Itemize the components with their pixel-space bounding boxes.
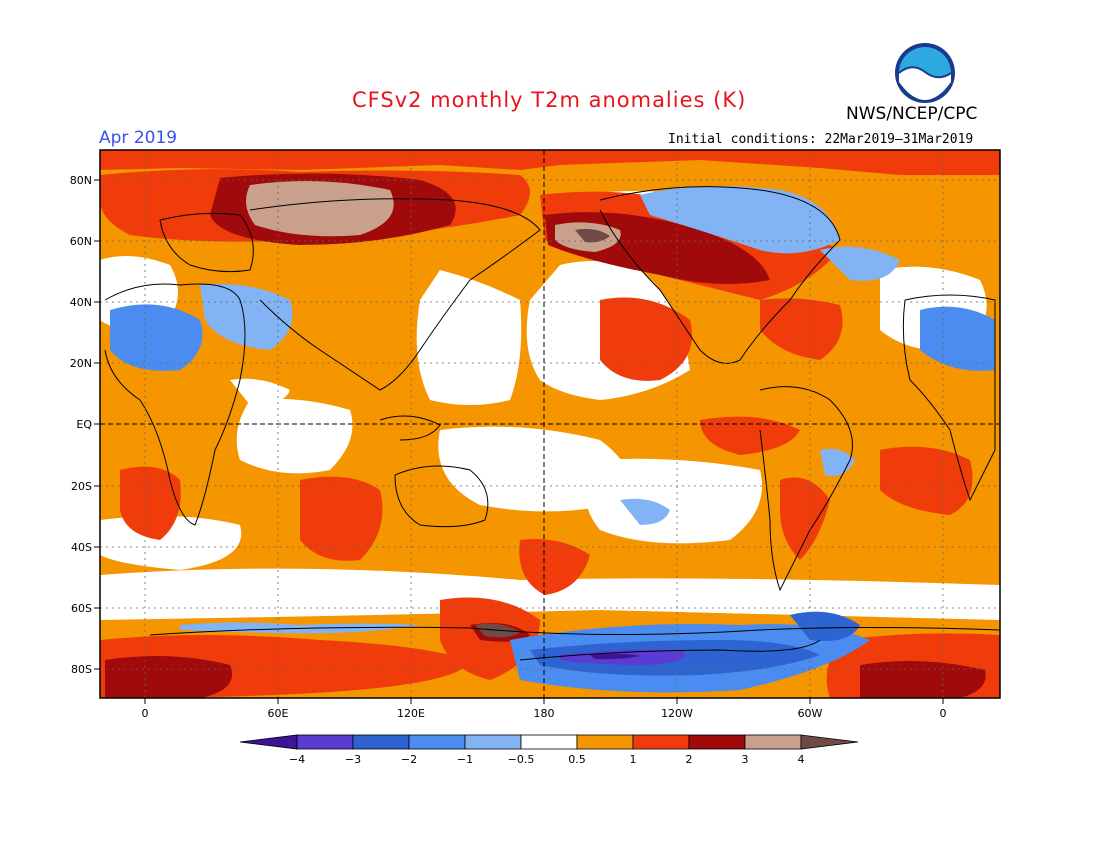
colorbar-label: 4 [798,753,805,766]
colorbar-cell [520,734,578,750]
colorbar-cell [352,734,410,750]
colorbar-cell [408,734,466,750]
lat-label: 60N [70,235,92,248]
lat-label: 20N [70,357,92,370]
colorbar-cell [464,734,522,750]
colorbar [239,734,859,750]
lon-label: 60W [798,707,823,720]
lat-label: 60S [71,602,92,615]
lat-label: 40S [71,541,92,554]
lon-label: 60E [268,707,289,720]
month-label: Apr 2019 [99,128,178,148]
colorbar-label: −0.5 [508,753,535,766]
lon-label: 120E [397,707,425,720]
colorbar-cell [744,734,802,750]
colorbar-label: 2 [686,753,693,766]
longitude-labels: 0 60E 120E 180 120W 60W 0 [142,707,947,720]
lat-label: 20S [71,480,92,493]
colorbar-label: −4 [289,753,305,766]
latitude-labels: 80N 60N 40N 20N EQ 20S 40S 60S 80S [70,174,93,676]
lat-label: EQ [76,418,92,431]
lat-label: 80S [71,663,92,676]
colorbar-cell [576,734,634,750]
lon-label: 180 [534,707,555,720]
lat-label: 80N [70,174,92,187]
colorbar-cell [688,734,746,750]
map-field [100,150,1000,698]
colorbar-cell [239,734,298,750]
initial-conditions-label: Initial conditions: 22Mar2019–31Mar2019 [668,132,974,147]
lon-label: 0 [940,707,947,720]
agency-label: NWS/NCEP/CPC [846,104,978,124]
colorbar-cell [296,734,354,750]
colorbar-label: −3 [345,753,361,766]
colorbar-label: −1 [457,753,473,766]
colorbar-label: 1 [630,753,637,766]
colorbar-cell [632,734,690,750]
lon-label: 0 [142,707,149,720]
colorbar-label: 0.5 [568,753,586,766]
colorbar-label: 3 [742,753,749,766]
noaa-logo [894,42,956,104]
lat-label: 40N [70,296,92,309]
colorbar-cell [800,734,859,750]
lon-label: 120W [661,707,693,720]
colorbar-labels: −4 −3 −2 −1 −0.5 0.5 1 2 3 4 [289,753,805,766]
map-title: CFSv2 monthly T2m anomalies (K) [352,88,747,112]
colorbar-label: −2 [401,753,417,766]
